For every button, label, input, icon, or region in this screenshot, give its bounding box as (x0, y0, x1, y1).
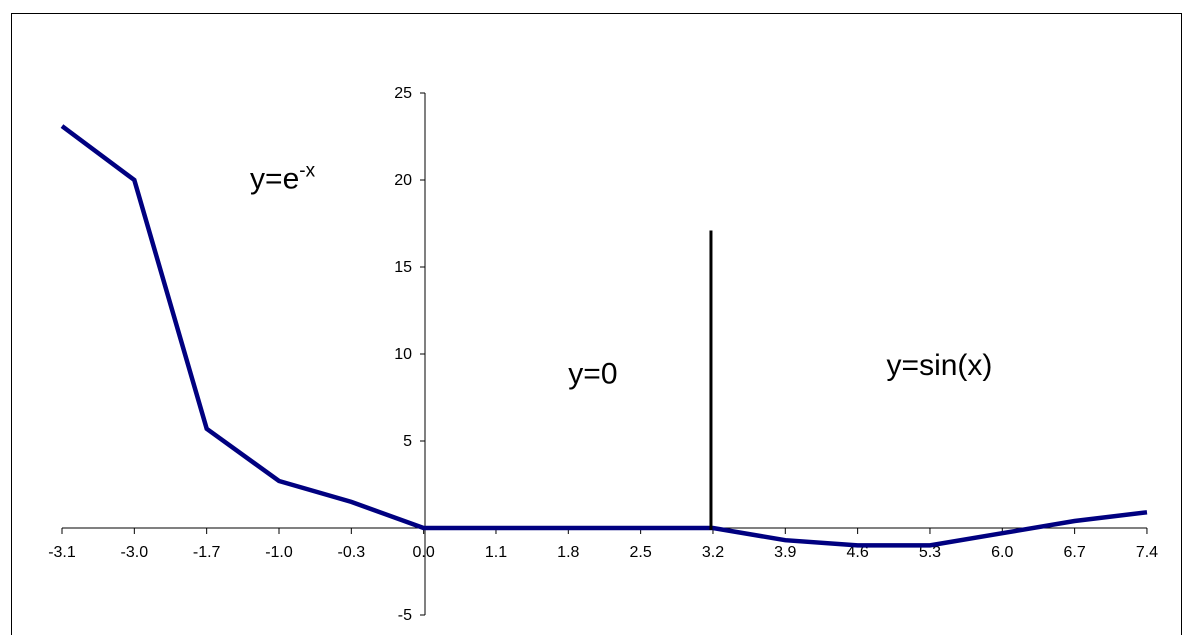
annotation-superscript: -x (299, 161, 315, 182)
x-tick-label: 0.0 (413, 544, 435, 561)
x-tick-label: 7.4 (1136, 544, 1158, 561)
x-tick-label: 1.8 (557, 544, 579, 561)
x-tick-label: 3.9 (774, 544, 796, 561)
chart-frame (11, 13, 1182, 635)
y-tick-label: 15 (394, 259, 412, 276)
tick-labels: -3.1 -3.0 -1.7 -1.0 -0.3 0.0 1.1 1.8 2.5 3.2 3.9 4.… (48, 85, 1158, 624)
x-tick-label: -3.0 (121, 544, 149, 561)
x-tick-label: 3.2 (702, 544, 724, 561)
series-line (60, 124, 1148, 548)
annotation-layer: y=e-x y=0 y=sin(x) (250, 161, 992, 391)
x-tick-label: 5.3 (919, 544, 941, 561)
x-tick-label: 1.1 (485, 544, 507, 561)
x-tick-label: -1.7 (193, 544, 221, 561)
x-tick-label: -1.0 (265, 544, 293, 561)
y-tick-label: -5 (398, 607, 412, 624)
x-tick-label: 6.0 (991, 544, 1013, 561)
y-tick-label: 10 (394, 346, 412, 363)
annotation-label: y=0 (568, 358, 617, 391)
series-layer (60, 124, 1148, 548)
x-tick-label: -3.1 (48, 544, 76, 561)
x-tick-label: 4.6 (847, 544, 869, 561)
y-tick-label: 20 (394, 172, 412, 189)
x-tick-label: 2.5 (630, 544, 652, 561)
x-tick-label: 6.7 (1063, 544, 1085, 561)
annotation-label: y=e-x (250, 161, 316, 196)
y-tick-label: 25 (394, 85, 412, 102)
x-tick-label: -0.3 (338, 544, 366, 561)
annotation-label: y=sin(x) (887, 349, 993, 382)
y-tick-label: 5 (403, 433, 412, 450)
